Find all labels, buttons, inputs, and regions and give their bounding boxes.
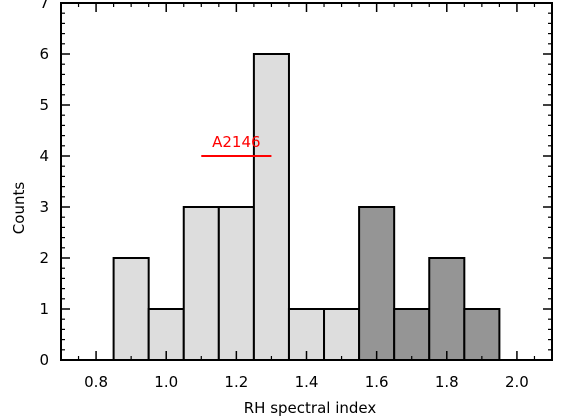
histogram-bar — [252, 53, 290, 361]
x-tick-label: 1.0 — [154, 373, 178, 391]
histogram-bar — [217, 206, 255, 361]
histogram-bar — [463, 308, 501, 361]
x-tick-label: 1.6 — [365, 373, 389, 391]
histogram-bar — [112, 257, 150, 361]
y-tick-label: 7 — [39, 0, 49, 12]
y-tick-label: 6 — [39, 45, 49, 63]
histogram-bar — [358, 206, 396, 361]
y-axis-label: Counts — [10, 182, 28, 235]
histogram-bar — [428, 257, 466, 361]
histogram-bar — [182, 206, 220, 361]
bars-group — [112, 53, 501, 361]
x-tick-label: 1.4 — [295, 373, 319, 391]
histogram-bar — [393, 308, 431, 361]
y-tick-label: 5 — [39, 96, 49, 114]
y-tick-label: 3 — [39, 198, 49, 216]
x-tick-label: 1.8 — [435, 373, 459, 391]
y-tick-label: 1 — [39, 300, 49, 318]
x-tick-label: 0.8 — [84, 373, 108, 391]
x-axis-label: RH spectral index — [244, 399, 377, 417]
ticks-group: 0.8 1.0 1.2 1.4 1.6 1.8 2.0 0 1 2 3 4 5 6 7 — [39, 0, 552, 391]
annotation-group: A2146 — [201, 133, 272, 157]
histogram-bar — [323, 308, 361, 361]
x-tick-label: 1.2 — [224, 373, 248, 391]
x-tick-label: 2.0 — [505, 373, 529, 391]
y-tick-label: 4 — [39, 147, 49, 165]
annotation-label: A2146 — [212, 133, 260, 151]
y-tick-label: 0 — [39, 351, 49, 369]
y-tick-label: 2 — [39, 249, 49, 267]
